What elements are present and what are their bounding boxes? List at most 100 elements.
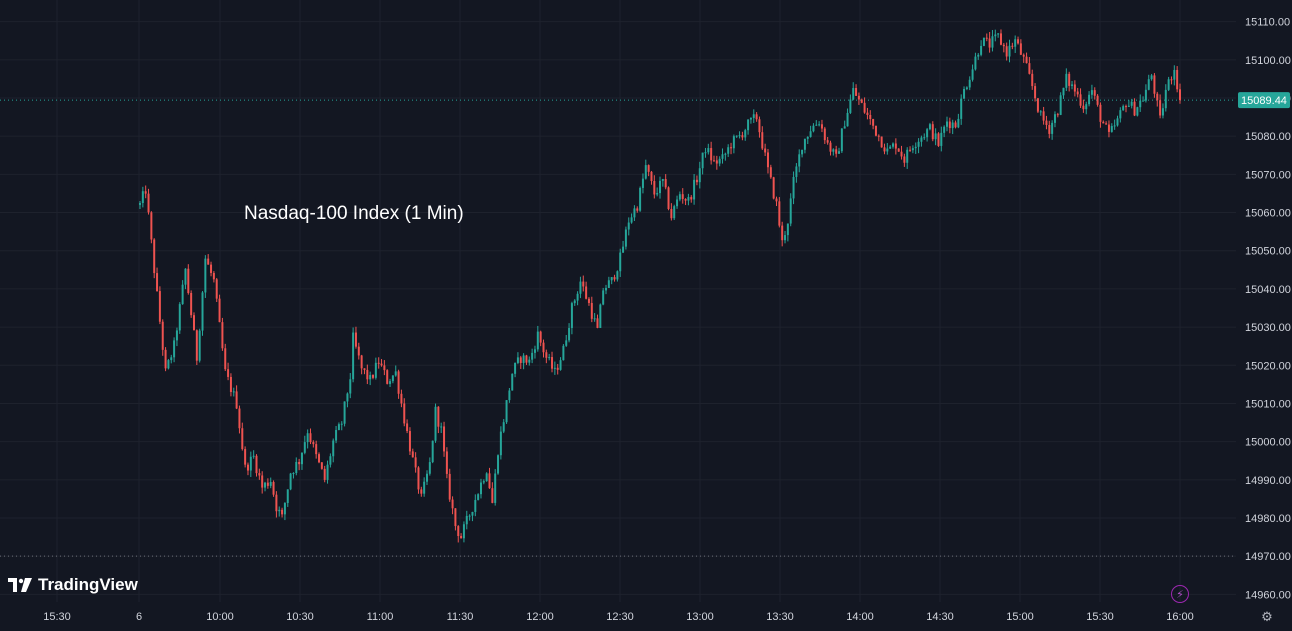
candle-body (823, 128, 826, 141)
candle-body (352, 332, 355, 380)
x-tick-label: 13:30 (766, 611, 794, 623)
candle-body (224, 348, 227, 370)
candle-body (963, 88, 966, 99)
candle-body (1133, 101, 1136, 116)
candle-body (1125, 106, 1128, 108)
candle-body (630, 217, 633, 223)
candle-body (627, 222, 630, 230)
candle-body (210, 264, 213, 273)
tradingview-brand[interactable]: TradingView (8, 575, 138, 595)
candle-body (659, 180, 661, 194)
candle-body (738, 135, 741, 137)
candle-body (156, 273, 159, 292)
candle-body (1119, 110, 1122, 119)
candle-body (303, 442, 306, 453)
candle-body (653, 181, 656, 195)
candle-body (454, 508, 457, 527)
candle-body (789, 198, 792, 224)
candle-body (443, 426, 446, 452)
candle-body (411, 451, 414, 458)
candle-body (258, 473, 261, 476)
candle-body (318, 454, 321, 463)
candle-body (275, 494, 278, 512)
candle-body (1079, 94, 1082, 106)
candle-body (323, 468, 326, 480)
candle-body (1110, 126, 1113, 132)
x-tick-label: 16:00 (1166, 611, 1194, 623)
y-tick-label: 15110.00 (1245, 17, 1290, 29)
candle-body (812, 125, 815, 132)
candle-body (727, 147, 730, 154)
candle-body (860, 99, 863, 103)
candle-body (880, 136, 883, 148)
candle-body (1150, 75, 1153, 80)
candle-body (332, 440, 335, 457)
x-tick-label: 15:00 (1006, 611, 1034, 623)
candle-body (1039, 111, 1042, 113)
candle-body (605, 287, 608, 291)
candle-body (673, 206, 676, 219)
candle-body (477, 494, 480, 500)
candle-body (1014, 39, 1017, 47)
x-tick-label: 12:00 (526, 611, 554, 623)
candle-body (997, 33, 1000, 35)
candle-body (315, 444, 318, 455)
candle-body (497, 455, 500, 474)
candle-body (1042, 111, 1045, 121)
candle-body (1056, 114, 1059, 116)
candle-body (1062, 87, 1065, 96)
candle-body (991, 36, 994, 48)
y-tick-label: 15020.00 (1245, 360, 1291, 372)
candle-body (664, 179, 667, 188)
candle-body (252, 455, 255, 457)
candle-body (329, 456, 332, 465)
candle-body (1179, 89, 1181, 101)
candle-body (576, 293, 579, 301)
candle-body (832, 149, 835, 152)
candle-body (147, 193, 150, 213)
candle-body (244, 449, 247, 465)
x-tick-label: 15:30 (1086, 611, 1114, 623)
candle-body (911, 148, 914, 151)
candle-body (249, 456, 252, 471)
gear-icon[interactable]: ⚙ (1261, 609, 1273, 624)
current-price-tag[interactable]: 15089.44 (1238, 92, 1290, 109)
lightning-icon[interactable]: ⚡ (1171, 585, 1189, 603)
candle-body (545, 352, 548, 358)
candle-body (1113, 125, 1116, 127)
candle-body (1099, 104, 1102, 122)
candle-body (207, 258, 210, 265)
candle-body (184, 268, 187, 285)
candle-body (971, 69, 974, 80)
candle-body (1034, 86, 1037, 99)
y-tick-label: 15030.00 (1245, 322, 1291, 334)
candle-body (857, 95, 860, 100)
candle-body (1002, 44, 1005, 47)
x-tick-label: 10:30 (286, 611, 314, 623)
candle-body (420, 489, 423, 494)
candle-body (516, 357, 519, 363)
x-tick-label: 13:00 (686, 611, 714, 623)
y-tick-label: 14960.00 (1245, 589, 1291, 601)
y-tick-label: 14990.00 (1245, 475, 1291, 487)
candle-body (960, 98, 963, 119)
candle-body (786, 223, 789, 236)
candle-body (573, 300, 576, 304)
candle-body (741, 135, 744, 138)
candle-body (218, 298, 221, 323)
candle-body (920, 137, 923, 142)
candle-body (980, 45, 983, 55)
candle-body (170, 357, 173, 361)
candle-body (687, 197, 690, 201)
candle-body (1051, 122, 1054, 134)
candle-body (596, 318, 599, 328)
candle-body (1011, 45, 1014, 47)
candle-body (590, 302, 593, 319)
candle-body (309, 433, 312, 443)
candle-body (931, 124, 934, 140)
candle-body (707, 148, 710, 153)
candle-body (229, 376, 232, 392)
candle-body (954, 122, 957, 128)
candle-body (843, 126, 846, 129)
candle-body (278, 509, 281, 512)
